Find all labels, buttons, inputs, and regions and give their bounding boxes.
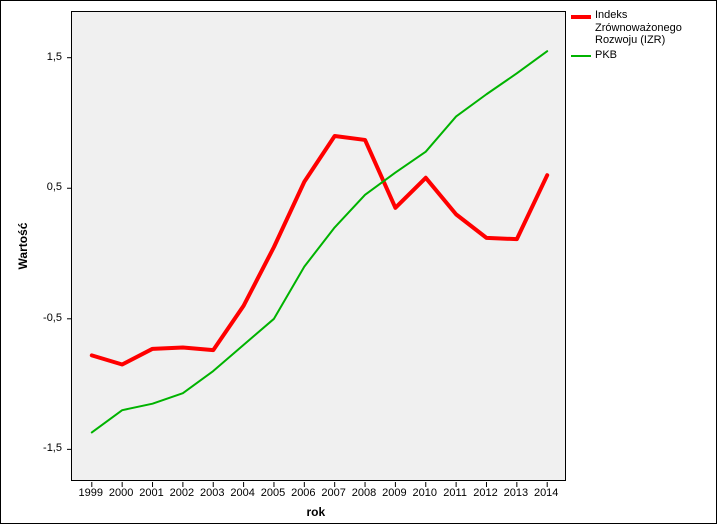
x-tick-label: 2006 xyxy=(291,487,315,499)
plot-area xyxy=(71,11,566,481)
legend-swatch xyxy=(571,55,591,57)
y-tick-label: 0,5 xyxy=(47,181,62,193)
series-line xyxy=(92,136,547,364)
x-axis-title: rok xyxy=(307,505,326,519)
legend-swatch xyxy=(571,15,591,19)
x-tick-label: 2003 xyxy=(200,487,224,499)
legend-item: PKB xyxy=(571,49,715,62)
x-tick-label: 2010 xyxy=(413,487,437,499)
legend: Indeks Zrównoważonego Rozwoju (IZR) PKB xyxy=(571,9,715,64)
x-tick-label: 2011 xyxy=(443,487,467,499)
x-tick-label: 2000 xyxy=(109,487,133,499)
legend-item: Indeks Zrównoważonego Rozwoju (IZR) xyxy=(571,9,715,47)
y-tick-label: 1,5 xyxy=(47,51,62,63)
x-tick-label: 2005 xyxy=(261,487,285,499)
x-tick-label: 2008 xyxy=(352,487,376,499)
x-tick-label: 2014 xyxy=(534,487,558,499)
chart-lines xyxy=(72,12,567,482)
x-tick-label: 2007 xyxy=(321,487,345,499)
x-tick-label: 2001 xyxy=(139,487,163,499)
legend-label: PKB xyxy=(595,49,617,62)
y-axis-title: Wartość xyxy=(16,223,30,270)
x-tick-label: 2009 xyxy=(382,487,406,499)
chart-frame: 1999 2000 2001 2002 2003 2004 2005 2006 2007 2008… xyxy=(0,0,717,524)
y-tick-label: -0,5 xyxy=(43,312,62,324)
x-tick-label: 2002 xyxy=(170,487,194,499)
series-line xyxy=(92,51,547,432)
x-tick-label: 2013 xyxy=(504,487,528,499)
x-tick-label: 2012 xyxy=(473,487,497,499)
legend-label: Indeks Zrównoważonego Rozwoju (IZR) xyxy=(595,9,715,47)
x-tick-label: 2004 xyxy=(230,487,254,499)
x-tick-label: 1999 xyxy=(79,487,103,499)
y-tick-label: -1,5 xyxy=(43,442,62,454)
